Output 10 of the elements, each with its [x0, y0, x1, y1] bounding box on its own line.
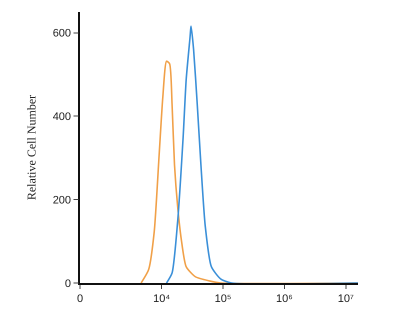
- y-axis-title: Relative Cell Number: [24, 94, 38, 200]
- x-tick-label: 0: [76, 292, 84, 305]
- x-tick-label: 10⁷: [338, 292, 354, 305]
- x-tick-label: 10⁶: [276, 292, 293, 305]
- y-tick-label: 600: [52, 28, 72, 40]
- y-tick-label: 0: [64, 278, 72, 290]
- y-tick-label: 400: [52, 111, 72, 124]
- x-tick-label: 10⁴: [153, 292, 170, 305]
- y-tick-label: 200: [52, 194, 72, 206]
- x-tick-label: 10⁵: [214, 292, 232, 305]
